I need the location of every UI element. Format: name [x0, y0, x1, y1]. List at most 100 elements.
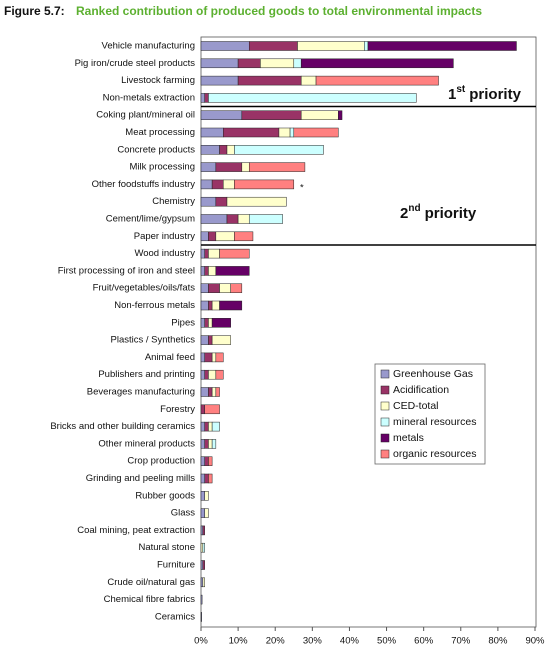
- priority-suffix: st: [456, 84, 466, 95]
- bar-segment: [204, 266, 209, 276]
- bar-segment: [200, 612, 202, 622]
- bar-segment: [200, 473, 205, 484]
- y-tick-label: Wood industry: [134, 248, 195, 259]
- bar-segment: [208, 456, 213, 466]
- legend-swatch: [380, 433, 390, 443]
- bar-segment: [278, 127, 291, 138]
- y-tick-label: Paper industry: [134, 231, 196, 242]
- y-tick-label: Non-metals extraction: [103, 92, 195, 103]
- bar-segment: [200, 300, 209, 311]
- bar-segment: [215, 352, 224, 363]
- bar-segment: [204, 491, 209, 501]
- y-tick-label: Glass: [171, 508, 196, 519]
- priority-number: 2: [400, 205, 408, 222]
- y-tick-label: Other mineral products: [98, 438, 195, 449]
- bar-segment: [200, 110, 243, 120]
- bar-segment: [234, 179, 295, 190]
- bar-segment: [300, 110, 339, 120]
- bar-segment: [200, 145, 220, 155]
- priority-label: 2nd priority: [400, 203, 477, 222]
- bar-segment: [219, 145, 228, 155]
- y-tick-label: Natural stone: [138, 542, 195, 553]
- bar-segment: [202, 525, 205, 536]
- y-tick-label: Coal mining, peat extraction: [77, 525, 195, 536]
- y-tick-label: Pig iron/crude steel products: [75, 58, 196, 69]
- legend-swatch: [380, 417, 390, 427]
- priority-label: 1st priority: [448, 84, 522, 103]
- y-tick-label: Animal feed: [145, 352, 195, 363]
- bar-segment: [200, 387, 209, 397]
- bar-segment: [200, 318, 205, 328]
- bar-segment: [211, 179, 224, 190]
- y-tick-label: Grinding and peeling mills: [86, 473, 196, 484]
- bar-segment: [211, 300, 220, 311]
- bar-segment: [208, 231, 217, 242]
- bar-segment: [200, 58, 239, 69]
- bar-segment: [215, 162, 243, 172]
- bar-segment: [226, 196, 287, 207]
- figure-label: Figure 5.7:: [4, 4, 65, 18]
- x-tick-label: 20%: [266, 636, 286, 647]
- bar-segment: [204, 248, 209, 259]
- legend-swatch: [380, 369, 390, 379]
- bar-segment: [204, 456, 209, 466]
- chart-title: Ranked contribution of produced goods to…: [76, 4, 482, 18]
- priority-suffix: nd: [408, 203, 420, 214]
- priority-number: 1: [448, 86, 456, 103]
- bar-segment: [211, 318, 231, 328]
- bar-segment: [215, 196, 228, 207]
- bar-segment: [200, 75, 239, 86]
- y-tick-label: First processing of iron and steel: [58, 265, 195, 276]
- bar-segment: [204, 439, 209, 449]
- bar-segment: [208, 473, 213, 484]
- bar-segment: [208, 369, 217, 380]
- bar-segment: [200, 283, 209, 293]
- bar-segment: [204, 93, 209, 103]
- x-tick-label: 90%: [525, 636, 545, 647]
- bar-segment: [211, 387, 217, 397]
- bar-segment: [248, 214, 283, 224]
- bar-segment: [223, 179, 235, 190]
- bar-segment: [204, 404, 220, 415]
- y-tick-label: Beverages manufacturing: [87, 387, 195, 398]
- bar-segment: [241, 162, 250, 172]
- x-tick-label: 30%: [303, 636, 323, 647]
- bar-segment: [204, 318, 209, 328]
- x-tick-label: 40%: [340, 636, 360, 647]
- legend-swatch: [380, 385, 390, 395]
- bar-segment: [293, 127, 339, 138]
- bar-segment: [204, 473, 209, 484]
- bar-segment: [208, 421, 213, 432]
- bar-segment: [338, 110, 343, 120]
- bar-segment: [200, 491, 205, 501]
- y-tick-label: Bricks and other building ceramics: [50, 421, 195, 432]
- bar-segment: [200, 41, 250, 51]
- note-mark: *: [300, 183, 304, 194]
- bar-segment: [248, 162, 306, 172]
- bar-segment: [234, 145, 324, 155]
- bar-segment: [211, 335, 231, 345]
- bar-segment: [204, 369, 209, 380]
- bar-segment: [289, 127, 295, 138]
- bar-segment: [204, 508, 209, 518]
- bar-segment: [200, 196, 217, 207]
- bar-segment: [200, 266, 205, 276]
- y-tick-label: Plastics / Synthetics: [111, 335, 196, 346]
- bar-segment: [215, 266, 250, 276]
- y-tick-label: Vehicle manufacturing: [102, 41, 195, 52]
- bar-segment: [241, 110, 302, 120]
- legend-label: organic resources: [393, 448, 476, 460]
- bar-segment: [202, 542, 205, 553]
- bar-segment: [200, 525, 204, 536]
- bar-segment: [200, 577, 204, 588]
- bar-segment: [260, 58, 295, 69]
- bar-segment: [364, 41, 369, 51]
- bar-segment: [208, 300, 213, 311]
- bar-segment: [200, 352, 205, 363]
- legend-label: Greenhouse Gas: [393, 368, 473, 380]
- priority-text: priority: [425, 205, 477, 222]
- y-tick-label: Pipes: [171, 317, 195, 328]
- bar-segment: [219, 300, 243, 311]
- bar-segment: [200, 93, 205, 103]
